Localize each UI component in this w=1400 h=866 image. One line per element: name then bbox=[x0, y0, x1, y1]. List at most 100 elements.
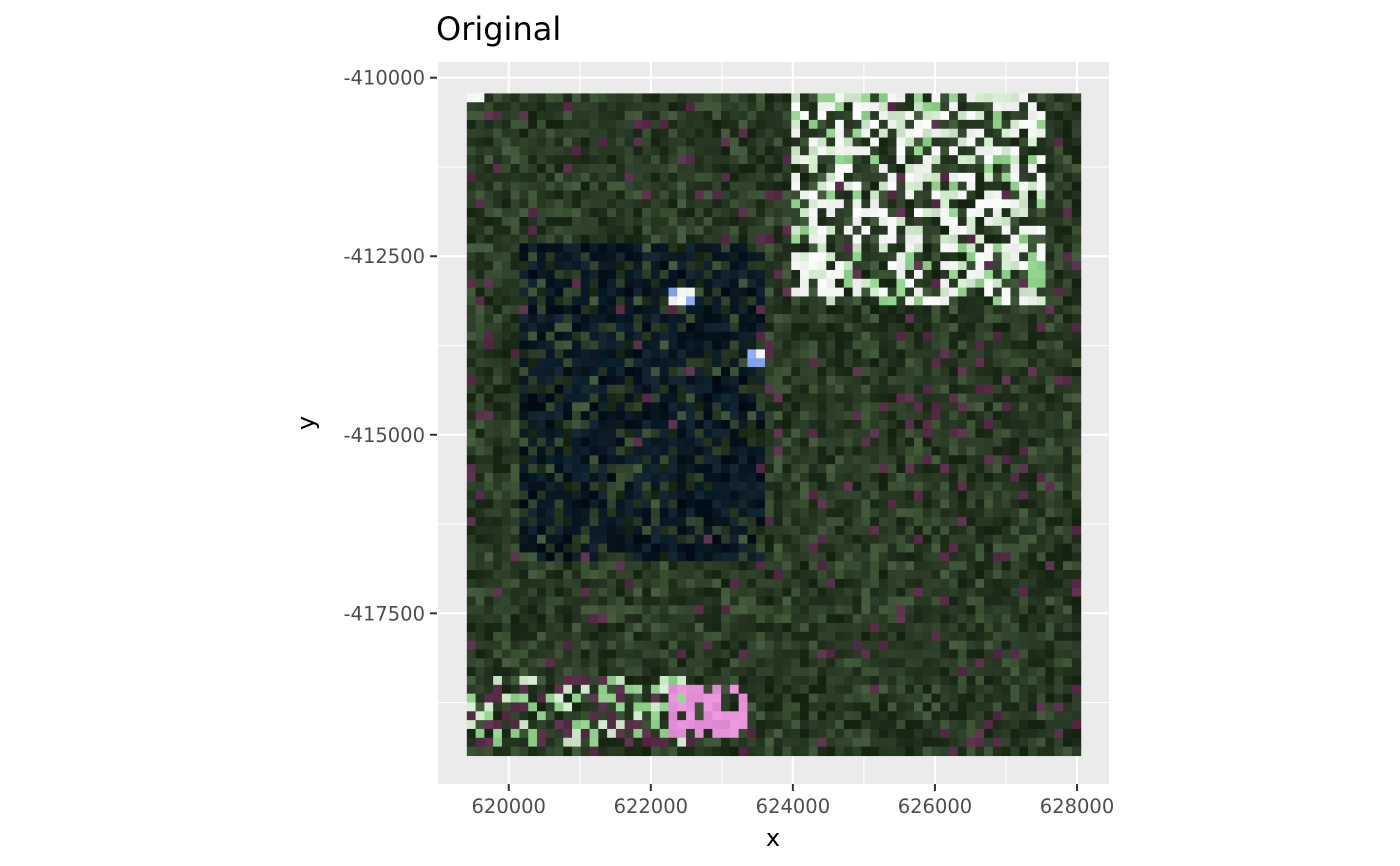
raster-cell bbox=[729, 128, 740, 139]
raster-cell bbox=[957, 499, 968, 509]
raster-cell bbox=[721, 711, 731, 721]
raster-cell bbox=[624, 649, 635, 659]
raster-cell bbox=[826, 702, 836, 712]
raster-cell bbox=[624, 711, 635, 721]
raster-cell bbox=[607, 305, 617, 315]
raster-cell bbox=[1010, 102, 1020, 112]
raster-cell bbox=[905, 225, 915, 236]
raster-cell bbox=[764, 437, 775, 448]
raster-cell bbox=[712, 543, 722, 554]
raster-cell bbox=[659, 693, 670, 704]
raster-cell bbox=[694, 93, 705, 103]
raster-cell bbox=[677, 367, 687, 377]
raster-cell bbox=[905, 190, 915, 200]
raster-cell bbox=[764, 552, 775, 562]
raster-cell bbox=[1045, 455, 1055, 465]
raster-cell bbox=[931, 375, 941, 386]
raster-cell bbox=[1001, 517, 1012, 527]
raster-cell bbox=[852, 455, 862, 465]
raster-cell bbox=[782, 605, 792, 615]
raster-cell bbox=[729, 702, 740, 712]
raster-cell bbox=[703, 675, 713, 686]
raster-cell bbox=[984, 155, 994, 165]
raster-cell bbox=[1045, 358, 1055, 368]
raster-cell bbox=[984, 181, 994, 192]
raster-cell bbox=[686, 667, 696, 677]
raster-cell bbox=[826, 305, 836, 315]
raster-cell bbox=[572, 570, 582, 580]
raster-cell bbox=[650, 420, 661, 430]
raster-cell bbox=[905, 711, 915, 721]
raster-cell bbox=[589, 358, 599, 368]
raster-cell bbox=[931, 508, 941, 518]
raster-cell bbox=[686, 490, 696, 501]
raster-cell bbox=[659, 164, 670, 174]
raster-cell bbox=[466, 384, 477, 395]
raster-cell bbox=[1010, 181, 1020, 192]
raster-cell bbox=[861, 596, 871, 606]
raster-cell bbox=[545, 128, 556, 139]
raster-cell bbox=[738, 578, 749, 589]
raster-cell bbox=[966, 199, 976, 209]
raster-cell bbox=[519, 208, 529, 218]
raster-cell bbox=[677, 640, 687, 651]
raster-cell bbox=[843, 667, 854, 677]
raster-cell bbox=[572, 428, 582, 439]
raster-cell bbox=[791, 287, 801, 298]
raster-cell bbox=[914, 358, 924, 368]
raster-cell bbox=[607, 411, 617, 421]
raster-cell bbox=[914, 623, 924, 633]
raster-cell bbox=[905, 702, 915, 712]
raster-cell bbox=[677, 349, 687, 359]
raster-cell bbox=[1027, 411, 1038, 421]
raster-cell bbox=[545, 623, 556, 633]
raster-cell bbox=[870, 552, 880, 562]
raster-cell bbox=[1045, 331, 1055, 342]
raster-cell bbox=[589, 331, 599, 342]
raster-cell bbox=[905, 464, 915, 474]
raster-cell bbox=[677, 649, 687, 659]
raster-cell bbox=[957, 490, 968, 501]
raster-cell bbox=[905, 234, 915, 245]
raster-cell bbox=[650, 631, 661, 642]
raster-cell bbox=[992, 261, 1003, 271]
raster-cell bbox=[1001, 605, 1012, 615]
raster-cell bbox=[800, 199, 810, 209]
raster-cell bbox=[694, 561, 705, 571]
raster-cell bbox=[686, 596, 696, 606]
raster-cell bbox=[782, 322, 792, 333]
raster-cell bbox=[878, 640, 889, 651]
raster-cell bbox=[1001, 702, 1012, 712]
raster-cell bbox=[1071, 137, 1082, 147]
raster-cell bbox=[878, 296, 889, 306]
raster-cell bbox=[633, 472, 643, 483]
raster-cell bbox=[905, 517, 915, 527]
raster-cell bbox=[861, 208, 871, 218]
raster-cell bbox=[817, 684, 827, 695]
raster-cell bbox=[528, 702, 538, 712]
raster-cell bbox=[870, 93, 880, 103]
raster-cell bbox=[703, 322, 713, 333]
raster-cell bbox=[729, 111, 740, 121]
raster-cell bbox=[791, 305, 801, 315]
raster-cell bbox=[852, 402, 862, 412]
raster-cell bbox=[501, 164, 512, 174]
raster-cell bbox=[791, 181, 801, 192]
raster-cell bbox=[984, 455, 994, 465]
raster-cell bbox=[1045, 578, 1055, 589]
raster-cell bbox=[782, 596, 792, 606]
raster-cell bbox=[528, 155, 538, 165]
raster-cell bbox=[756, 234, 766, 245]
raster-cell bbox=[817, 190, 827, 200]
raster-cell bbox=[764, 190, 775, 200]
raster-cell bbox=[694, 225, 705, 236]
raster-cell bbox=[615, 261, 626, 271]
raster-cell bbox=[914, 561, 924, 571]
raster-cell bbox=[835, 543, 845, 554]
raster-cell bbox=[589, 411, 599, 421]
raster-cell bbox=[1027, 631, 1038, 642]
raster-cell bbox=[835, 658, 845, 668]
raster-cell bbox=[528, 146, 538, 156]
raster-cell bbox=[878, 402, 889, 412]
raster-cell bbox=[598, 578, 608, 589]
